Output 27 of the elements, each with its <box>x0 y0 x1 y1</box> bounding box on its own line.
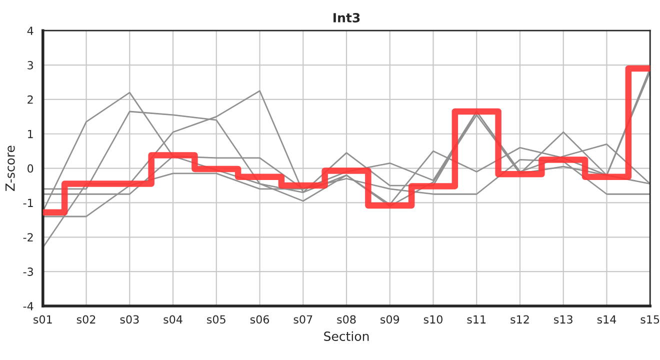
x-tick-label: s02 <box>76 315 96 324</box>
y-tick-label: 2 <box>28 95 33 104</box>
y-tick-label: 0 <box>28 164 34 173</box>
x-tick-label: s14 <box>597 315 616 324</box>
y-tick-label: 4 <box>27 26 34 35</box>
y-tick-label: -1 <box>23 198 33 207</box>
y-axis-title: Z-score <box>6 146 15 191</box>
y-tick-label: 3 <box>28 61 33 70</box>
x-tick-label: s05 <box>207 315 226 324</box>
x-tick-label: s07 <box>294 315 312 324</box>
x-tick-label: s06 <box>250 315 270 324</box>
x-tick-label: s08 <box>337 315 356 324</box>
y-tick-label: 1 <box>28 130 33 138</box>
x-tick-label: s04 <box>164 315 182 324</box>
x-tick-label: s12 <box>510 315 529 324</box>
x-axis-title: Section <box>324 331 369 342</box>
y-tick-label: -4 <box>23 302 34 310</box>
y-tick-label: -3 <box>23 268 33 276</box>
x-tick-label: s01 <box>34 315 52 324</box>
y-tick-label: -2 <box>23 233 33 242</box>
chart-title: Int3 <box>334 12 360 22</box>
x-tick-label: s09 <box>380 315 400 324</box>
x-tick-label: s10 <box>424 315 442 324</box>
x-tick-label: s13 <box>554 315 572 324</box>
x-tick-label: s03 <box>120 315 139 324</box>
x-tick-label: s15 <box>640 315 660 324</box>
x-tick-label: s11 <box>467 315 486 324</box>
